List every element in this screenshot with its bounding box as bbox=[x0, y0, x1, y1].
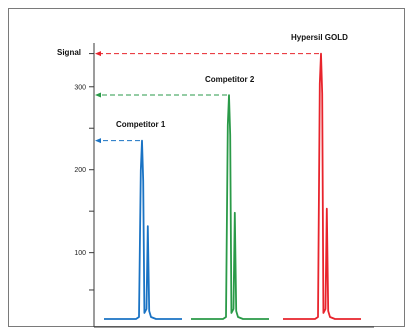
y-tick-label-5: 100 bbox=[74, 250, 86, 257]
guide-arrowhead-series-1 bbox=[95, 92, 101, 98]
series-labels: Competitor 1 Competitor 2 Hypersil GOLD bbox=[116, 33, 348, 129]
guide-arrowhead-series-2 bbox=[95, 51, 101, 57]
series-label-2: Hypersil GOLD bbox=[291, 33, 348, 42]
y-axis-label: Signal bbox=[57, 48, 81, 57]
y-ticks: 300 200 100 bbox=[74, 53, 94, 291]
traces bbox=[104, 52, 361, 320]
y-tick-label-1: 300 bbox=[74, 84, 86, 91]
series-label-0: Competitor 1 bbox=[116, 120, 166, 129]
series-label-1: Competitor 2 bbox=[205, 75, 255, 84]
axes: Signal bbox=[57, 43, 374, 328]
trace-series-1 bbox=[191, 94, 269, 320]
trace-series-2 bbox=[283, 52, 361, 320]
chart-frame: Signal 300 200 100 Competitor 1 Competitor … bbox=[8, 8, 405, 328]
guide-arrows bbox=[95, 51, 319, 144]
guide-arrowhead-series-0 bbox=[95, 138, 101, 144]
y-tick-label-3: 200 bbox=[74, 167, 86, 174]
trace-series-0 bbox=[104, 139, 182, 320]
